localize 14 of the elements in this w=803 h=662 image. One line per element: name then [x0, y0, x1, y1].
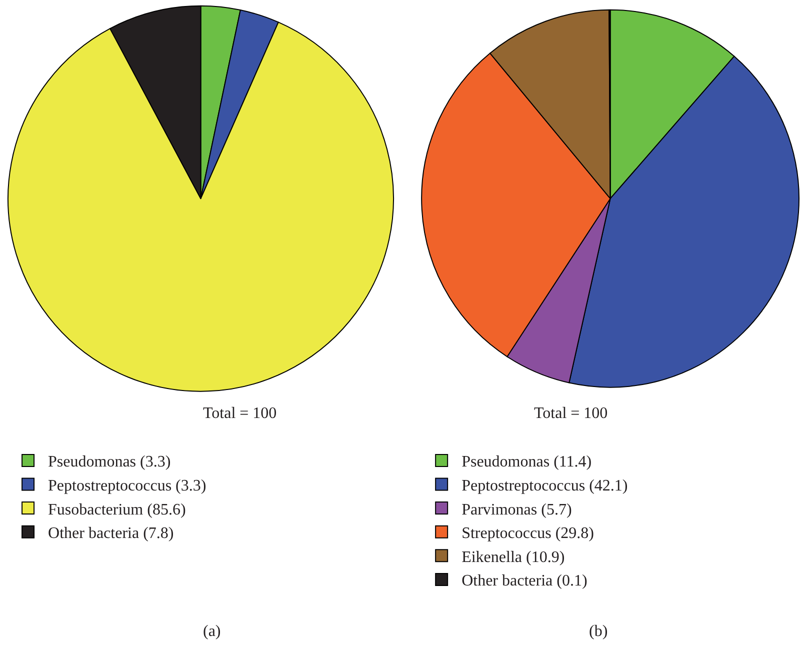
text: Total = 100 [203, 405, 277, 422]
legend-label: Other bacteria (0.1) [462, 572, 588, 590]
legend-label: Eikenella (10.9) [462, 548, 565, 566]
legend-label: Peptostreptococcus (42.1) [462, 477, 628, 494]
text: (a) [203, 623, 221, 640]
legend-label: Pseudomonas (11.4) [462, 454, 592, 471]
legend-label: Streptococcus (29.8) [462, 525, 594, 542]
legend-label: Other bacteria (7.8) [48, 525, 174, 542]
legend-label: Pseudomonas (3.3) [48, 454, 171, 471]
legend-label: Parvimonas (5.7) [462, 501, 572, 518]
text: Total = 100 [534, 405, 608, 422]
legend-label: Fusobacterium (85.6) [48, 501, 186, 518]
legend-label: Peptostreptococcus (3.3) [48, 477, 206, 494]
text: (b) [589, 623, 608, 640]
